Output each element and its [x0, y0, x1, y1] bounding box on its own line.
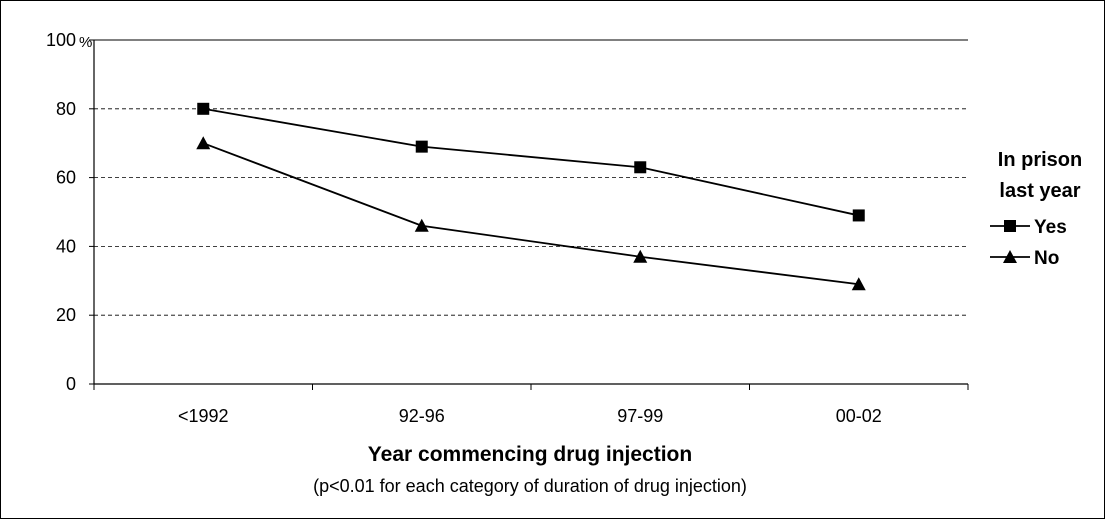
x-tick-label: <1992 [178, 406, 229, 426]
legend-triangle-marker [1003, 250, 1017, 263]
data-series [196, 102, 866, 291]
x-tick-labels: <1992 92-96 97-99 00-02 [178, 406, 882, 426]
x-tick-label: 00-02 [836, 406, 882, 426]
y-unit-label: % [79, 34, 92, 51]
legend-label: Yes [1034, 217, 1067, 238]
series-line [202, 142, 859, 286]
legend-title-line2: last year [999, 180, 1080, 202]
triangle-marker [196, 136, 211, 150]
triangle-marker [851, 277, 866, 291]
series-yes [197, 102, 865, 222]
axes [93, 39, 968, 385]
square-marker [415, 140, 428, 153]
legend-item: Yes [990, 217, 1067, 238]
square-marker [197, 102, 210, 115]
y-tick-label: 80 [56, 99, 76, 119]
y-tick-label: 100 [46, 30, 76, 50]
x-tick-label: 97-99 [617, 406, 663, 426]
x-tick-label: 92-96 [399, 406, 445, 426]
y-tick-label: 60 [56, 168, 76, 188]
x-axis-title: Year commencing drug injection [368, 443, 692, 466]
square-marker [634, 161, 647, 174]
y-tick-label: 20 [56, 305, 76, 325]
legend: In prison last year Yes No [990, 149, 1082, 269]
y-tick-label: 40 [56, 236, 76, 256]
y-tick-labels: 0 20 40 60 80 100 [46, 30, 76, 394]
legend-item: No [990, 248, 1059, 269]
legend-label: No [1034, 248, 1059, 269]
legend-square-marker [1004, 220, 1016, 232]
gridlines [89, 39, 969, 390]
series-no [196, 136, 866, 291]
triangle-marker [633, 249, 648, 263]
series-line [203, 107, 859, 217]
triangle-marker [414, 218, 429, 232]
square-marker [852, 209, 865, 222]
y-tick-label: 0 [66, 374, 76, 394]
x-axis-note: (p<0.01 for each category of duration of… [313, 476, 747, 496]
legend-title-line1: In prison [998, 149, 1082, 171]
